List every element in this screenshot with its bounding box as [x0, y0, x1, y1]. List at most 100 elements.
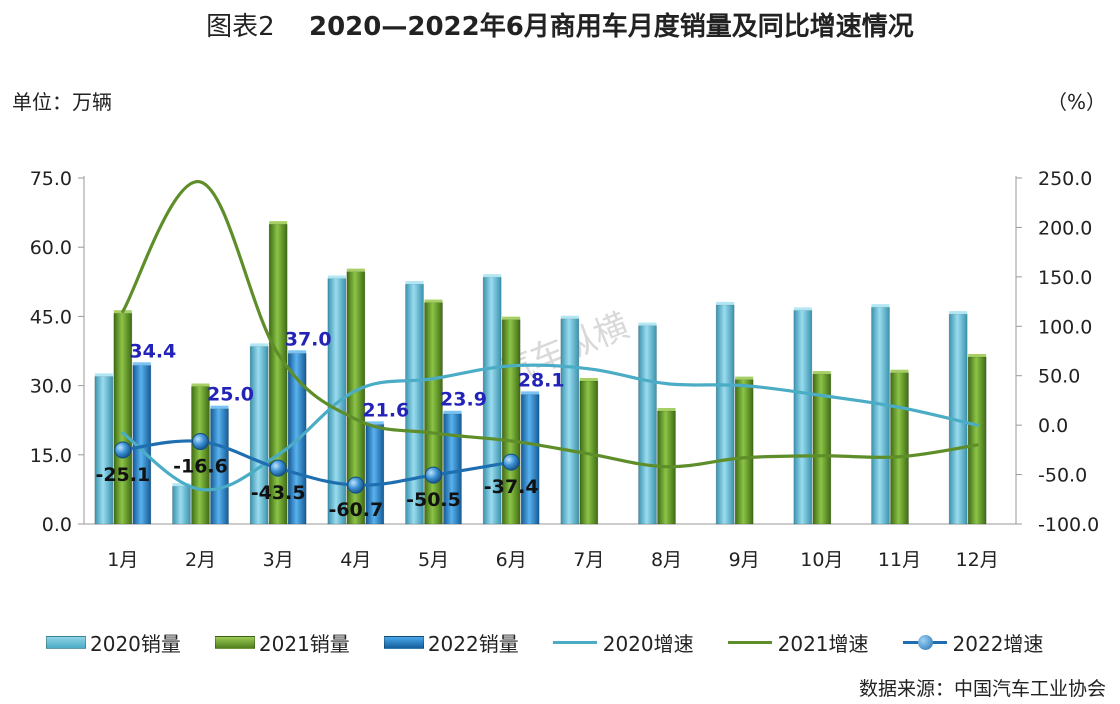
- x-axis-tick-label: 4月: [340, 549, 371, 571]
- bar-2020-sales: [94, 375, 114, 525]
- bar-2020-sales-top: [949, 311, 968, 315]
- bar-2021-sales-top: [579, 377, 598, 381]
- bar-2020-sales: [793, 310, 813, 525]
- right-axis-tick-label: 200.0: [1038, 217, 1092, 239]
- legend-item-2020-growth: 2020增速: [552, 628, 694, 657]
- bar-2020-sales-top: [172, 483, 191, 487]
- left-axis-tick-label: 75.0: [30, 168, 72, 190]
- legend-label-2020-growth: 2020增速: [602, 632, 694, 656]
- bar-2020-sales-top: [871, 304, 890, 308]
- x-axis-tick-label: 1月: [107, 549, 138, 571]
- bar-2022-sales-top: [365, 421, 384, 425]
- right-axis-tick-label: 50.0: [1038, 366, 1080, 388]
- data-label-2022-growth: -16.6: [173, 456, 228, 478]
- right-axis-tick-label: 0.0: [1038, 415, 1068, 437]
- bar-2021-sales-top: [502, 316, 521, 320]
- bar-2021-sales-top: [812, 371, 831, 375]
- legend-swatch-2021-growth: [727, 641, 772, 644]
- chart-title-main: 2020—2022年6月商用车月度销量及同比增速情况: [308, 12, 914, 42]
- right-axis-tick-label: 100.0: [1038, 316, 1092, 338]
- legend: 2020销量 2021销量 2022销量 2020增速 2021增速 2022增…: [46, 628, 1043, 657]
- legend-item-2021-growth: 2021增速: [727, 628, 869, 657]
- data-label-2022-growth: -60.7: [328, 499, 383, 521]
- bar-2020-sales-top: [560, 315, 579, 319]
- legend-swatch-2022-sales: [383, 636, 424, 649]
- chart-title-prefix: 图表2: [206, 12, 275, 42]
- x-axis-tick-label: 10月: [800, 549, 843, 571]
- data-label-2022-sales: 21.6: [362, 399, 409, 421]
- x-axis-tick-label: 8月: [651, 549, 682, 571]
- bar-2021-sales-top: [735, 376, 754, 380]
- marker-2022-growth: [347, 476, 365, 494]
- bar-2021-sales-top: [657, 407, 676, 411]
- bar-2020-sales-top: [405, 281, 424, 285]
- data-label-2022-sales: 37.0: [285, 328, 332, 350]
- legend-swatch-2020-sales: [46, 636, 86, 649]
- bar-2022-sales-top: [132, 362, 151, 366]
- right-axis-tick-label: 250.0: [1038, 168, 1092, 190]
- left-axis-tick-label: 60.0: [30, 237, 72, 259]
- bar-2020-sales: [560, 318, 580, 525]
- marker-2022-growth: [192, 433, 209, 451]
- line-2020-growth: [121, 363, 979, 492]
- x-axis-tick-label: 11月: [878, 549, 921, 571]
- legend-swatch-2020-growth: [552, 641, 597, 644]
- marker-2022-growth: [269, 459, 287, 477]
- bar-2021-sales: [268, 223, 288, 525]
- right-axis-tick-label: -100.0: [1038, 514, 1099, 536]
- x-axis-tick-label: 6月: [496, 549, 527, 571]
- bar-2020-sales-top: [327, 275, 346, 279]
- bar-2021-sales: [890, 372, 909, 525]
- right-axis-tick-label: 150.0: [1038, 267, 1092, 289]
- x-axis-tick-label: 9月: [729, 549, 760, 571]
- bar-2020-sales: [715, 304, 735, 525]
- legend-label-2022-growth: 2022增速: [952, 632, 1044, 656]
- bar-2021-sales-top: [346, 268, 365, 272]
- data-label-2022-growth: -43.5: [251, 482, 306, 504]
- legend-item-2021-sales: 2021销量: [214, 628, 350, 657]
- x-axis-tick-label: 7月: [573, 549, 604, 571]
- data-source: 数据来源：中国汽车工业协会: [858, 678, 1106, 700]
- data-label-2022-growth: -50.5: [406, 489, 461, 511]
- left-axis-tick-label: 15.0: [30, 445, 72, 467]
- x-axis-tick-label: 3月: [263, 549, 294, 571]
- bar-2021-sales-top: [424, 299, 443, 303]
- bar-2020-sales: [871, 306, 890, 525]
- bar-2021-sales: [967, 356, 987, 525]
- right-axis-tick-label: -50.0: [1038, 465, 1087, 487]
- left-axis-unit: 单位：万辆: [12, 90, 112, 114]
- bar-2021-sales-top: [968, 353, 987, 357]
- data-label-2022-growth: -37.4: [484, 476, 539, 498]
- bar-2022-sales-top: [210, 405, 229, 409]
- bar-2022-sales-top: [288, 350, 307, 354]
- bar-2022-sales-top: [443, 410, 462, 414]
- marker-2022-growth: [502, 453, 520, 471]
- bar-2020-sales-top: [250, 343, 269, 347]
- right-axis-unit: （%）: [1046, 90, 1106, 114]
- legend-swatch-2021-sales: [214, 636, 255, 649]
- data-label-2022-sales: 23.9: [440, 389, 487, 411]
- legend-label-2021-sales: 2021销量: [258, 632, 350, 656]
- data-label-2022-growth: -25.1: [95, 464, 150, 486]
- bar-2020-sales-top: [94, 373, 113, 377]
- line-2021-growth: [121, 180, 979, 469]
- bar-2021-sales-top: [269, 221, 288, 225]
- bar-2021-sales-top: [191, 383, 210, 387]
- legend-swatch-2022-growth: [902, 635, 947, 650]
- x-axis-tick-label: 12月: [956, 549, 999, 571]
- marker-2022-growth: [114, 441, 132, 459]
- bar-2020-sales-top: [793, 307, 812, 311]
- legend-item-2020-sales: 2020销量: [46, 628, 181, 657]
- left-axis-tick-label: 45.0: [30, 306, 72, 328]
- legend-label-2021-growth: 2021增速: [777, 632, 869, 656]
- x-axis-tick-label: 5月: [418, 549, 449, 571]
- bar-2021-sales-top: [890, 369, 909, 373]
- x-axis-tick-label: 2月: [185, 549, 216, 571]
- bar-2020-sales-top: [638, 322, 657, 326]
- bar-2022-sales-top: [521, 391, 540, 395]
- legend-item-2022-sales: 2022销量: [383, 628, 519, 657]
- legend-label-2022-sales: 2022销量: [427, 632, 519, 656]
- left-axis-tick-label: 30.0: [30, 376, 72, 398]
- chart-title: 图表2 2020—2022年6月商用车月度销量及同比增速情况: [0, 6, 1120, 43]
